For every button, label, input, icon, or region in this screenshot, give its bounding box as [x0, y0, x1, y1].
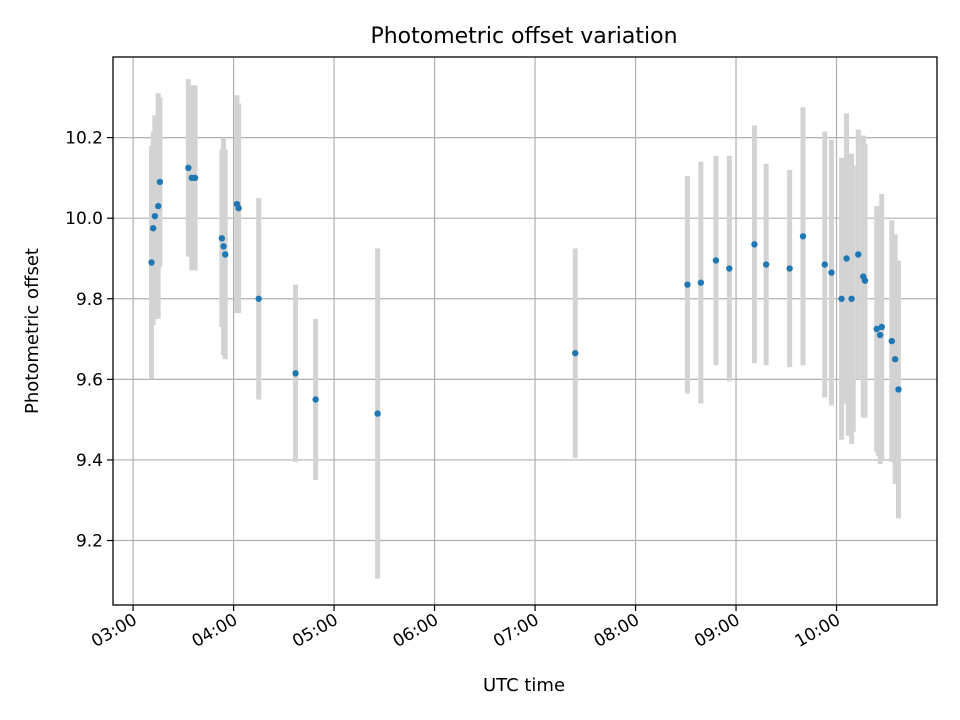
data-point [312, 396, 319, 403]
data-point [876, 331, 884, 339]
data-point [255, 295, 262, 302]
data-point [786, 265, 793, 272]
data-point [821, 261, 828, 268]
data-point [374, 410, 381, 417]
data-point [191, 174, 199, 182]
data-point [878, 323, 885, 331]
data-point [235, 204, 242, 212]
data-point [151, 212, 159, 220]
data-point [895, 386, 902, 393]
data-point [149, 225, 157, 232]
data-point [873, 325, 880, 333]
data-point [684, 281, 691, 288]
y-tick-label: 10.0 [65, 209, 103, 229]
data-point [185, 164, 192, 172]
y-axis-ticks: 9.2 9.4 9.6 9.8 10.0 10.2 [65, 129, 113, 552]
y-tick-label: 10.2 [65, 129, 103, 149]
data-point [888, 337, 895, 345]
plot-frame [112, 56, 938, 606]
data-point [292, 370, 299, 377]
data-point [220, 243, 227, 250]
data-point [838, 295, 845, 302]
data-point [155, 202, 162, 210]
y-tick-label: 9.6 [76, 370, 103, 390]
data-point [726, 265, 733, 272]
grid-lines [113, 57, 937, 605]
data-point [218, 235, 226, 242]
data-point [156, 178, 164, 186]
data-point [828, 269, 835, 276]
data-point [799, 233, 807, 240]
data-point [891, 356, 899, 363]
y-axis-label: Photometric offset [22, 248, 43, 414]
data-point [848, 295, 855, 302]
data-point [222, 251, 229, 258]
y-tick-label: 9.4 [76, 451, 103, 471]
data-point [843, 255, 850, 262]
data-point [712, 257, 720, 264]
chart-title: Photometric offset variation [370, 24, 677, 49]
y-tick-label: 9.2 [76, 532, 103, 552]
data-point [762, 261, 770, 268]
data-point [572, 349, 579, 357]
data-points [148, 164, 902, 417]
y-tick-label: 9.8 [76, 290, 103, 310]
data-point [855, 251, 862, 258]
data-point [861, 277, 869, 284]
data-point [148, 259, 155, 266]
x-axis-label: UTC time [483, 675, 565, 696]
data-point [751, 241, 758, 248]
data-point [697, 279, 705, 286]
